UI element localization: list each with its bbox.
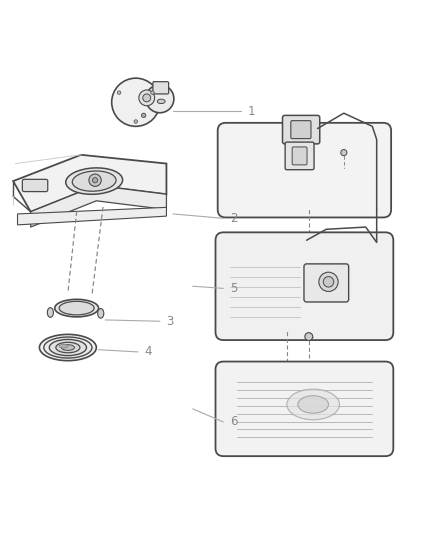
FancyBboxPatch shape [285, 142, 314, 169]
Circle shape [117, 91, 121, 94]
Circle shape [89, 174, 101, 187]
Polygon shape [13, 155, 166, 212]
Circle shape [151, 91, 154, 94]
Ellipse shape [298, 395, 328, 413]
FancyBboxPatch shape [292, 147, 307, 165]
FancyBboxPatch shape [22, 179, 48, 191]
Ellipse shape [49, 340, 86, 356]
Circle shape [134, 120, 138, 123]
Circle shape [305, 333, 313, 341]
Ellipse shape [56, 342, 80, 353]
FancyBboxPatch shape [283, 115, 320, 144]
Polygon shape [18, 207, 166, 225]
Ellipse shape [44, 337, 92, 358]
Circle shape [141, 113, 146, 118]
Ellipse shape [59, 301, 94, 315]
Polygon shape [31, 185, 166, 227]
Circle shape [143, 94, 151, 102]
Circle shape [146, 85, 174, 113]
Circle shape [341, 150, 347, 156]
Ellipse shape [72, 171, 116, 191]
Circle shape [92, 177, 98, 183]
Ellipse shape [98, 309, 104, 318]
Ellipse shape [39, 334, 96, 361]
Ellipse shape [55, 300, 99, 317]
FancyBboxPatch shape [304, 264, 349, 302]
Ellipse shape [287, 389, 339, 420]
Text: 1: 1 [247, 104, 255, 117]
Circle shape [323, 277, 334, 287]
FancyBboxPatch shape [215, 232, 393, 340]
Ellipse shape [47, 308, 53, 317]
FancyBboxPatch shape [291, 120, 311, 139]
Text: 6: 6 [230, 416, 237, 429]
FancyBboxPatch shape [215, 361, 393, 456]
Circle shape [139, 90, 155, 106]
Ellipse shape [61, 345, 74, 350]
Circle shape [319, 272, 338, 292]
Text: 3: 3 [166, 315, 174, 328]
Ellipse shape [66, 168, 123, 195]
Ellipse shape [157, 99, 165, 103]
Text: 2: 2 [230, 212, 237, 225]
Circle shape [112, 78, 160, 126]
Text: 5: 5 [230, 282, 237, 295]
FancyBboxPatch shape [218, 123, 391, 217]
Ellipse shape [59, 344, 68, 348]
Text: 4: 4 [145, 345, 152, 358]
FancyBboxPatch shape [153, 82, 169, 94]
